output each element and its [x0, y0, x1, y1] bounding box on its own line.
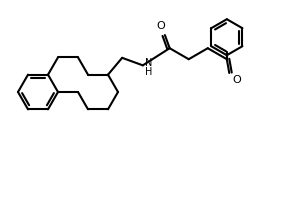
Text: O: O	[232, 75, 241, 85]
Text: N
H: N H	[145, 58, 152, 77]
Text: O: O	[157, 21, 165, 31]
